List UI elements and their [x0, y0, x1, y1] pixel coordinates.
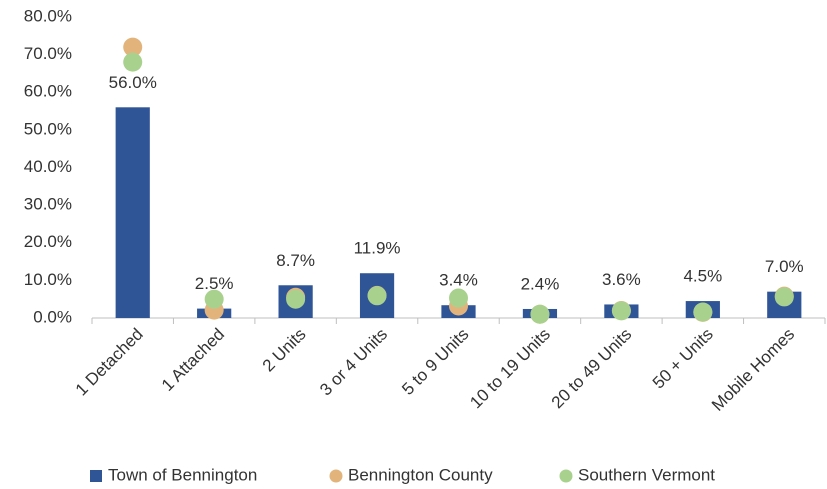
legend-label: Town of Bennington [108, 465, 257, 484]
y-tick-label: 60.0% [24, 82, 72, 101]
value-label: 8.7% [276, 251, 315, 270]
dot [286, 289, 306, 309]
value-label: 56.0% [109, 73, 157, 92]
bar [115, 107, 150, 318]
value-label: 3.6% [602, 270, 641, 289]
legend-swatch [329, 469, 343, 483]
x-tick-label: 1 Detached [72, 325, 147, 400]
x-tick-group: 2 Units [259, 325, 310, 376]
x-tick-group: 5 to 9 Units [398, 325, 472, 399]
dot [123, 37, 143, 57]
x-tick-label: 20 to 49 Units [548, 325, 636, 413]
dot [530, 304, 550, 324]
y-tick-label: 0.0% [33, 307, 72, 326]
y-tick-label: 50.0% [24, 119, 72, 138]
value-label: 4.5% [683, 267, 722, 286]
x-tick-group: 3 or 4 Units [316, 325, 391, 400]
value-label: 11.9% [354, 239, 401, 258]
x-tick-group: 1 Detached [72, 325, 147, 400]
legend-swatch [559, 469, 573, 483]
x-tick-label: 5 to 9 Units [398, 325, 472, 399]
legend-label: Southern Vermont [578, 465, 715, 484]
y-tick-label: 10.0% [24, 270, 72, 289]
value-label: 2.5% [195, 274, 234, 293]
value-label: 2.4% [521, 274, 560, 293]
x-tick-group: Mobile Homes [708, 325, 798, 415]
x-tick-group: 20 to 49 Units [548, 325, 636, 413]
x-tick-group: 1 Attached [158, 325, 228, 395]
y-tick-label: 80.0% [24, 6, 72, 25]
y-tick-label: 30.0% [24, 195, 72, 214]
x-tick-label: 50 + Units [649, 325, 717, 393]
y-tick-label: 20.0% [24, 232, 72, 251]
dot [774, 287, 794, 307]
x-tick-label: 1 Attached [158, 325, 228, 395]
dot [449, 288, 468, 308]
y-tick-label: 70.0% [24, 44, 72, 63]
x-tick-label: 3 or 4 Units [316, 325, 391, 400]
x-tick-label: 10 to 19 Units [466, 325, 554, 413]
x-tick-group: 10 to 19 Units [466, 325, 554, 413]
x-tick-label: Mobile Homes [708, 325, 798, 415]
value-label: 7.0% [765, 257, 804, 276]
dot [204, 289, 224, 309]
dot [123, 52, 143, 72]
legend-label: Bennington County [348, 465, 493, 484]
x-tick-group: 50 + Units [649, 325, 717, 393]
y-tick-label: 40.0% [24, 157, 72, 176]
value-label: 3.4% [439, 271, 478, 290]
legend-swatch [90, 470, 102, 482]
dot [693, 302, 713, 322]
x-tick-label: 2 Units [259, 325, 310, 376]
dot [611, 301, 631, 321]
dot [367, 286, 387, 306]
